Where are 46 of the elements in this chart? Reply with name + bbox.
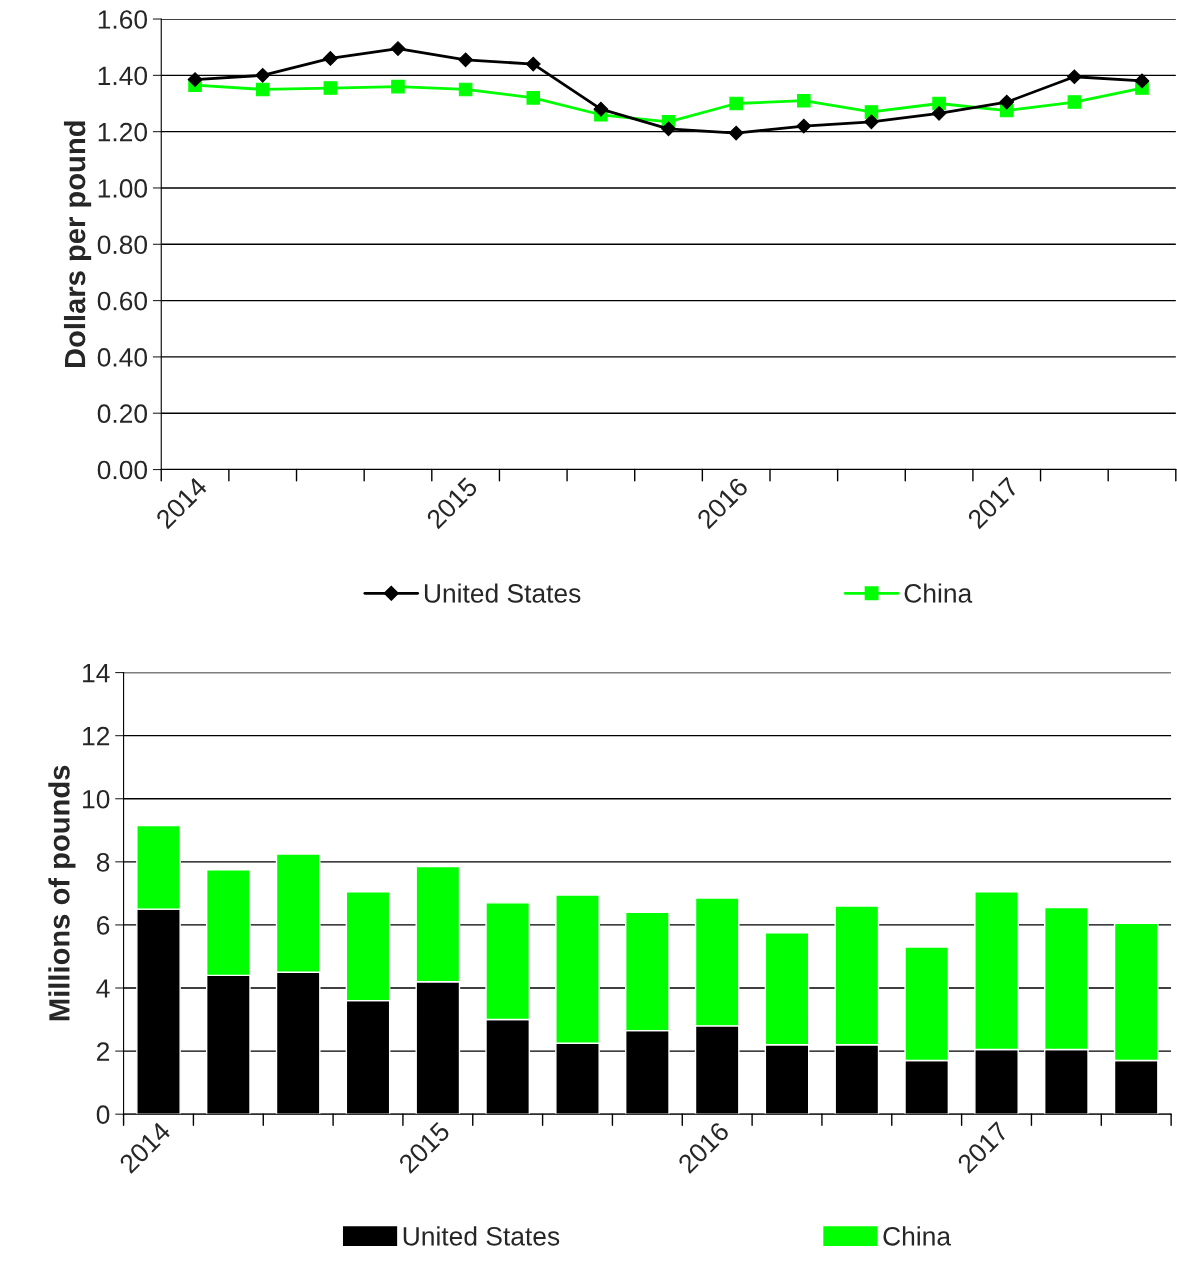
y-tick-label: 0.00	[97, 460, 148, 480]
y-tick-label: 4	[96, 979, 110, 998]
y-tick-label: 8	[96, 852, 110, 872]
point	[1134, 73, 1150, 89]
point	[525, 56, 541, 72]
point	[797, 93, 811, 108]
point	[661, 121, 676, 137]
y-tick-label: 0.60	[97, 291, 148, 311]
y-tick-label: 1.00	[98, 179, 148, 198]
legend-label: United States	[424, 583, 581, 603]
y-tick-label: 0.20	[97, 404, 148, 424]
point	[391, 79, 405, 94]
y-tick-label: 14	[83, 663, 110, 683]
y-tick-label: 0.80	[97, 235, 148, 255]
point	[864, 114, 879, 130]
legend-label: United States	[403, 1226, 560, 1246]
legend-label: China	[883, 1226, 952, 1246]
point	[796, 118, 812, 134]
point	[1066, 69, 1082, 85]
point	[322, 51, 338, 66]
point	[729, 96, 743, 111]
point	[255, 67, 271, 83]
y-axis-title: Dollars per pound	[63, 121, 92, 368]
point	[187, 72, 203, 87]
point	[458, 82, 473, 97]
y-axis-title: Millions of pounds	[48, 765, 76, 1021]
y-tick-label: 0	[96, 1105, 110, 1124]
point	[255, 82, 270, 97]
legend-label: China	[904, 583, 973, 603]
point	[526, 91, 541, 105]
point	[1067, 95, 1082, 109]
y-tick-label: 10	[83, 789, 110, 809]
point	[390, 41, 406, 56]
y-tick-label: 6	[97, 916, 110, 935]
y-tick-label: 12	[83, 726, 110, 746]
y-tick-label: 1.20	[98, 122, 148, 142]
y-tick-label: 2	[97, 1042, 110, 1061]
point	[728, 125, 744, 141]
y-tick-label: 1.60	[98, 10, 148, 29]
point	[999, 94, 1015, 110]
y-tick-label: 1.40	[98, 66, 148, 86]
point	[458, 52, 474, 68]
point	[931, 105, 947, 121]
point	[323, 81, 338, 95]
y-tick-label: 0.40	[97, 348, 148, 367]
point	[593, 101, 609, 117]
